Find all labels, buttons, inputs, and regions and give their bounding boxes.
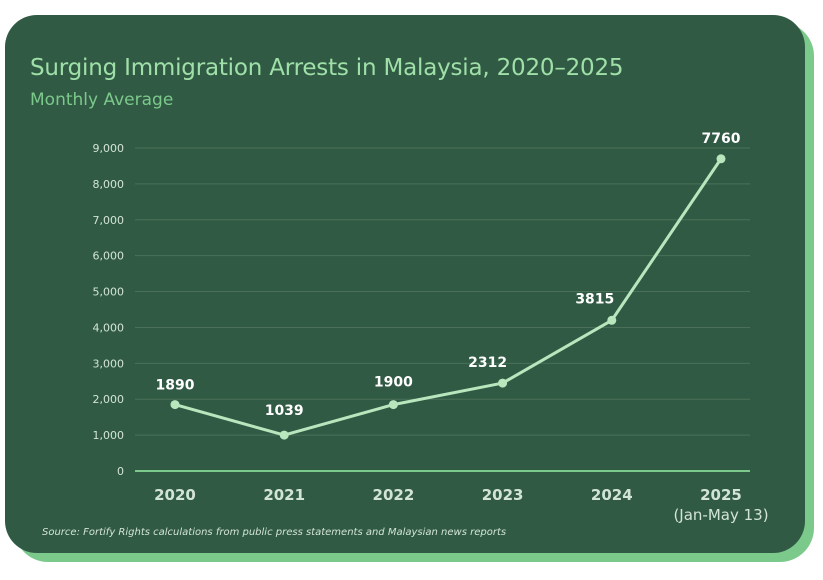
data-label-2021: 1039 xyxy=(265,403,304,419)
x-tick-label-2022: 2022 xyxy=(373,486,415,504)
y-tick-label-9000: 9,000 xyxy=(93,142,125,155)
y-tick-label-8000: 8,000 xyxy=(93,178,125,191)
line-chart: 0 1,000 2,000 3,000 4,000 5,000 6,000 7,000 8,00… xyxy=(93,131,769,524)
chart-title: Surging Immigration Arrests in Malaysia,… xyxy=(30,55,624,81)
data-point-2022 xyxy=(388,400,398,410)
y-tick-label-7000: 7,000 xyxy=(93,214,125,227)
series-line xyxy=(173,157,723,437)
data-point-2021 xyxy=(279,430,289,440)
x-tick-label-2025: 2025 xyxy=(700,486,742,504)
data-label-2022: 1900 xyxy=(374,375,413,391)
data-point-2020 xyxy=(170,400,180,410)
y-tick-label-3000: 3,000 xyxy=(93,357,125,370)
series-layer xyxy=(170,154,726,440)
labels-layer: 1890 1039 1900 2312 3815 7760 xyxy=(156,131,741,419)
y-tick-label-0: 0 xyxy=(117,465,124,478)
axes: 0 1,000 2,000 3,000 4,000 5,000 6,000 7,000 8,00… xyxy=(93,142,769,524)
data-point-2023 xyxy=(498,378,508,388)
data-label-2024: 3815 xyxy=(575,291,614,307)
x-tick-label-2021: 2021 xyxy=(263,486,305,504)
data-label-2020: 1890 xyxy=(156,378,195,394)
x-tick-label-2024: 2024 xyxy=(591,486,633,504)
chart-subtitle: Monthly Average xyxy=(30,90,174,110)
data-point-2024 xyxy=(607,315,617,325)
x-tick-sublabel-2025: (Jan-May 13) xyxy=(673,506,768,524)
x-tick-label-2020: 2020 xyxy=(154,486,196,504)
y-tick-label-5000: 5,000 xyxy=(93,286,125,299)
x-tick-label-2023: 2023 xyxy=(482,486,524,504)
y-tick-label-1000: 1,000 xyxy=(93,429,125,442)
chart-card: Surging Immigration Arrests in Malaysia,… xyxy=(5,15,805,553)
y-tick-label-2000: 2,000 xyxy=(93,393,125,406)
source-note: Source: Fortify Rights calculations from… xyxy=(42,527,507,538)
data-label-2023: 2312 xyxy=(468,355,507,371)
gridlines xyxy=(135,147,750,436)
data-label-2025: 7760 xyxy=(702,131,741,147)
data-point-2025 xyxy=(716,154,726,164)
y-tick-label-4000: 4,000 xyxy=(93,321,125,334)
y-tick-label-6000: 6,000 xyxy=(93,250,125,263)
